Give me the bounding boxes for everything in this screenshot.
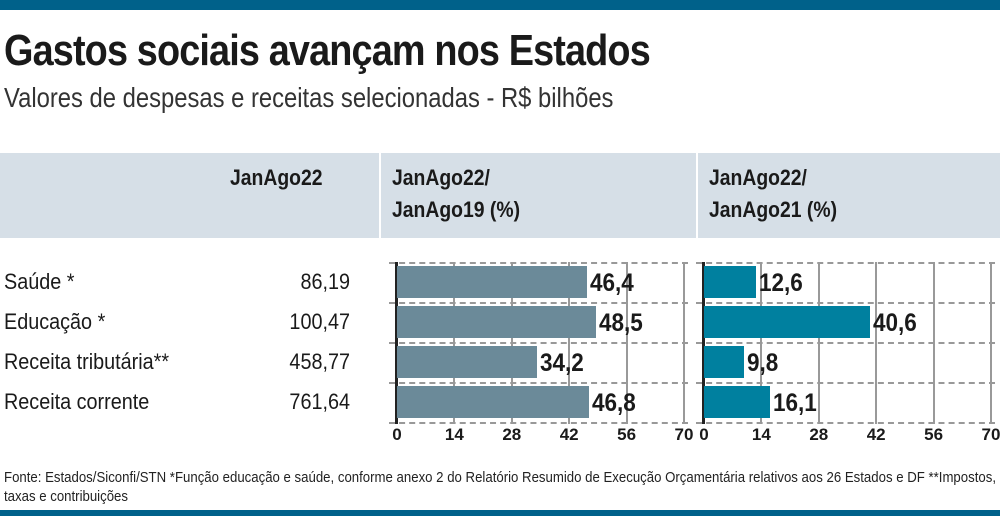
tick-label: 0 xyxy=(699,425,709,444)
row-category-label: Receita tributária** xyxy=(4,349,170,374)
bar-value-label: 9,8 xyxy=(747,349,779,377)
tick-label: 42 xyxy=(559,425,579,444)
gridline-v xyxy=(760,262,763,424)
gridline-v xyxy=(453,262,456,424)
bar-value-label: 46,8 xyxy=(591,389,636,417)
gridline-v xyxy=(932,262,935,424)
header-series-1-line-1: JanAgo22/ xyxy=(392,165,490,190)
gridline-v xyxy=(875,262,878,424)
row-janago22-value: 761,64 xyxy=(289,389,350,414)
bar-series-2 xyxy=(704,306,871,338)
row-category-label: Saúde * xyxy=(4,269,75,294)
tick-label: 28 xyxy=(502,425,522,444)
gridline-v xyxy=(683,262,685,424)
footer-source: Fonte: Estados/Siconfi/STN *Função educa… xyxy=(4,469,996,505)
tick-label: 70 xyxy=(981,425,1000,444)
gridline-v xyxy=(625,262,628,424)
header-divider xyxy=(696,153,698,238)
gridline-v xyxy=(990,262,992,424)
gridline-v xyxy=(568,262,571,424)
bar-value-label: 40,6 xyxy=(873,309,918,337)
bar-series-2 xyxy=(704,266,756,298)
tick-label: 14 xyxy=(751,425,771,444)
bar-value-label: 12,6 xyxy=(758,269,803,297)
header-series-2-line-1: JanAgo22/ xyxy=(709,165,807,190)
tick-label: 70 xyxy=(674,425,694,444)
gridline-v xyxy=(510,262,513,424)
row-category-label: Receita corrente xyxy=(4,389,150,414)
row-category-label: Educação * xyxy=(4,309,106,334)
bottom-bar xyxy=(0,510,1000,516)
tick-label: 42 xyxy=(866,425,886,444)
chart-title: Gastos sociais avançam nos Estados xyxy=(4,26,651,75)
gridline-h xyxy=(389,302,688,304)
axis-line xyxy=(395,262,398,424)
bar-series-1 xyxy=(397,386,589,418)
header-series-2-line-2: JanAgo21 (%) xyxy=(709,197,838,222)
tick-label: 56 xyxy=(924,425,944,444)
row-janago22-value: 100,47 xyxy=(289,309,350,334)
header-series-1-line-2: JanAgo19 (%) xyxy=(392,197,521,222)
gridline-h xyxy=(696,382,995,384)
bar-series-2 xyxy=(704,346,745,378)
tick-label: 28 xyxy=(809,425,829,444)
bar-value-label: 46,4 xyxy=(590,269,635,297)
gridline-h xyxy=(696,302,995,304)
chart-subtitle: Valores de despesas e receitas seleciona… xyxy=(4,82,614,113)
table-header xyxy=(0,153,1000,238)
bar-value-label: 16,1 xyxy=(773,389,817,417)
tick-label: 56 xyxy=(617,425,637,444)
header-janago22: JanAgo22 xyxy=(230,165,323,190)
bar-series-1 xyxy=(397,266,588,298)
gridline-h xyxy=(389,262,688,264)
gridline-h xyxy=(696,422,995,424)
bar-series-2 xyxy=(704,386,770,418)
row-janago22-value: 458,77 xyxy=(289,349,350,374)
bar-series-1 xyxy=(397,306,596,338)
gridline-v xyxy=(817,262,820,424)
tick-label: 0 xyxy=(392,425,402,444)
gridline-h xyxy=(696,262,995,264)
tick-label: 14 xyxy=(444,425,464,444)
gridline-h xyxy=(389,382,688,384)
header-divider xyxy=(379,153,381,238)
gridline-h xyxy=(389,342,688,344)
row-janago22-value: 86,19 xyxy=(300,269,350,294)
axis-line xyxy=(702,262,705,424)
top-bar xyxy=(0,0,1000,10)
bar-series-1 xyxy=(397,346,538,378)
bar-value-label: 34,2 xyxy=(540,349,585,377)
gridline-h xyxy=(696,342,995,344)
bar-value-label: 48,5 xyxy=(598,309,643,337)
gridline-h xyxy=(389,422,688,424)
